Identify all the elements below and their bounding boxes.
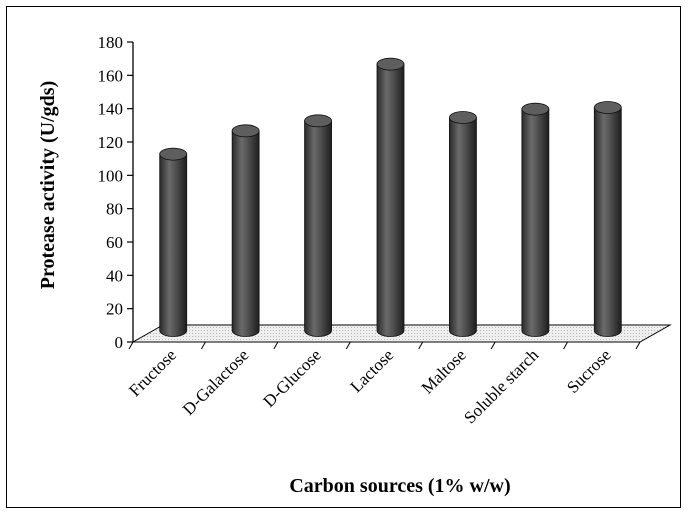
x-tick-label: D-Glucose — [259, 345, 325, 411]
x-tick-mark — [418, 341, 424, 350]
y-axis-title: Protease activity (U/gds) — [37, 81, 59, 289]
x-tick-label: Lactose — [347, 345, 398, 396]
y-tick-label: 60 — [106, 233, 123, 252]
x-tick-mark — [345, 341, 351, 350]
y-tick-label: 180 — [98, 33, 124, 52]
bar-body — [376, 63, 405, 337]
x-tick-label: Maltose — [418, 345, 470, 397]
x-tick-mark — [200, 341, 206, 350]
bar-top — [593, 101, 622, 114]
bar-top — [159, 147, 188, 161]
x-tick-mark — [635, 341, 641, 350]
bar-soluble-starch — [521, 102, 550, 337]
bars — [159, 57, 622, 337]
y-axis: 0 20 40 60 80 100 120 140 160 180 — [98, 33, 641, 352]
bar-fructose — [159, 147, 188, 337]
x-tick-label: Fructose — [125, 345, 180, 400]
bar-body — [593, 107, 622, 337]
bar-lactose — [376, 57, 405, 337]
chart-frame — [6, 6, 681, 508]
bar-body — [449, 117, 477, 337]
x-axis-title: Carbon sources (1% w/w) — [289, 475, 510, 497]
bar-top — [304, 114, 332, 128]
bar-body — [231, 130, 260, 337]
y-tick-label: 160 — [98, 66, 124, 85]
bar-d-glucose — [304, 114, 332, 337]
y-tick-label: 140 — [98, 100, 124, 119]
bar-top — [376, 57, 405, 71]
y-tick-label: 100 — [98, 166, 124, 185]
x-tick-mark — [490, 341, 496, 350]
x-tick-mark — [273, 341, 279, 350]
y-tick-label: 40 — [106, 266, 123, 285]
y-tick-label: 0 — [115, 333, 124, 352]
bar-top — [521, 102, 550, 116]
bar-sucrose — [593, 101, 622, 337]
bar-body — [521, 108, 550, 337]
x-tick-label: Soluble starch — [460, 345, 542, 427]
x-tick-mark — [128, 341, 134, 350]
bar-top — [231, 124, 260, 138]
bar-body — [304, 120, 332, 337]
x-tick-label: D-Galactose — [179, 345, 253, 419]
y-tick-label: 20 — [106, 300, 123, 319]
y-tick-label: 80 — [106, 200, 123, 219]
x-tick-mark — [563, 341, 569, 350]
bar-top — [449, 111, 477, 124]
bar-d-galactose — [231, 124, 260, 337]
x-tick-label: Sucrose — [563, 345, 614, 396]
bar-body — [159, 153, 188, 337]
bar-maltose — [449, 111, 477, 337]
y-tick-label: 120 — [98, 133, 124, 152]
